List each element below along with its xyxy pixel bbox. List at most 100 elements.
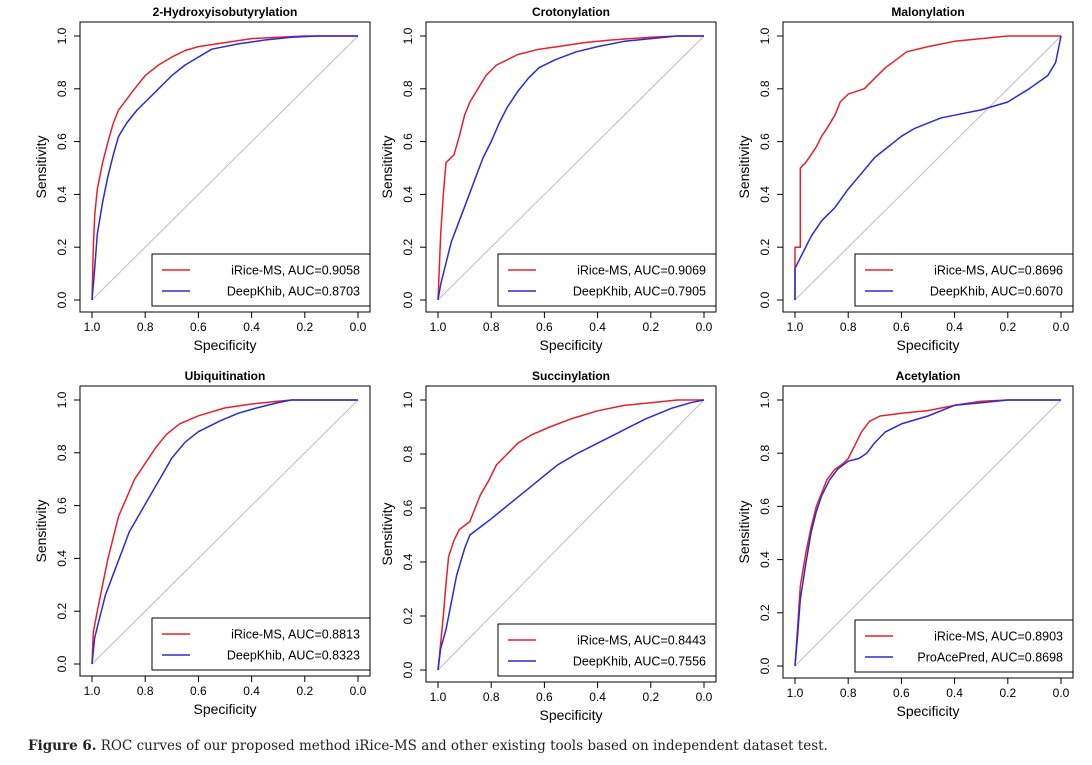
panel-title: Malonylation bbox=[891, 5, 964, 19]
x-tick-label: 0.4 bbox=[946, 320, 963, 334]
roc-curve-irice-ms bbox=[91, 35, 358, 301]
y-tick-label: 0.4 bbox=[401, 186, 415, 203]
x-tick-label: 0.8 bbox=[137, 320, 154, 334]
x-tick-label: 0.8 bbox=[840, 686, 857, 700]
legend-entry: DeepKhib, AUC=0.7905 bbox=[573, 285, 706, 299]
legend-entry: iRice-MS, AUC=0.9069 bbox=[577, 264, 706, 278]
x-tick-label: 0.2 bbox=[642, 690, 659, 704]
y-tick-label: 1.0 bbox=[758, 27, 772, 44]
roc-panel: Acetylation 1.0 0.8 0.6 0.4 0.2 0.0 0.0 0.2 0.4 0.… bbox=[736, 369, 1074, 719]
y-axis-label: Sensitivity bbox=[379, 502, 395, 565]
y-tick-label: 1.0 bbox=[401, 391, 415, 408]
legend-box bbox=[854, 253, 1074, 307]
legend-entry: iRice-MS, AUC=0.8443 bbox=[577, 634, 706, 648]
panel-title: Crotonylation bbox=[532, 5, 610, 19]
reference-diagonal bbox=[794, 399, 1062, 667]
y-tick-label: 0.8 bbox=[55, 80, 69, 97]
x-tick-label: 0.0 bbox=[696, 690, 713, 704]
roc-panel: 2-Hydroxyisobutyrylation 1.0 0.8 0.6 0.4 0.2 0… bbox=[33, 5, 371, 353]
legend-box bbox=[151, 253, 371, 307]
x-tick-label: 1.0 bbox=[787, 320, 804, 334]
legend-entry: DeepKhib, AUC=0.6070 bbox=[930, 285, 1063, 299]
y-tick-label: 0.8 bbox=[758, 80, 772, 97]
y-tick-label: 1.0 bbox=[758, 391, 772, 408]
y-tick-label: 0.4 bbox=[55, 550, 69, 567]
x-tick-label: 0.2 bbox=[296, 684, 313, 698]
reference-diagonal bbox=[437, 399, 705, 671]
roc-curve-deepkhib bbox=[91, 35, 358, 301]
roc-panel: Malonylation 1.0 0.8 0.6 0.4 0.2 0.0 0.0 0.2 0.4 0… bbox=[736, 5, 1074, 353]
roc-curve-irice-ms bbox=[437, 399, 704, 671]
y-tick-label: 0.8 bbox=[55, 444, 69, 461]
x-tick-label: 0.8 bbox=[840, 320, 857, 334]
x-axis-label: Specificity bbox=[539, 707, 602, 723]
plot-frame bbox=[782, 21, 1074, 313]
x-tick-label: 0.4 bbox=[946, 686, 963, 700]
x-tick-label: 0.0 bbox=[1053, 320, 1070, 334]
x-tick-label: 1.0 bbox=[84, 320, 101, 334]
panel-title: Succinylation bbox=[532, 369, 610, 383]
panel-title: Acetylation bbox=[896, 369, 961, 383]
roc-panel: Crotonylation 1.0 0.8 0.6 0.4 0.2 0.0 0.0 0.2 0.4… bbox=[379, 5, 717, 353]
legend-entry: DeepKhib, AUC=0.7556 bbox=[573, 655, 706, 669]
y-tick-label: 0.2 bbox=[55, 603, 69, 620]
roc-figure: 2-Hydroxyisobutyrylation 1.0 0.8 0.6 0.4 0.2 0… bbox=[33, 5, 1074, 723]
plot-frame bbox=[782, 385, 1074, 679]
roc-curve-irice-ms bbox=[437, 35, 704, 301]
y-tick-label: 0.4 bbox=[401, 553, 415, 570]
y-axis-label: Sensitivity bbox=[33, 499, 49, 562]
y-tick-label: 0.8 bbox=[758, 445, 772, 462]
legend-box bbox=[854, 619, 1074, 673]
figure-caption: Figure 6. ROC curves of our proposed met… bbox=[28, 738, 828, 754]
plot-frame bbox=[79, 385, 371, 677]
x-tick-label: 0.0 bbox=[350, 320, 367, 334]
y-tick-label: 0.0 bbox=[401, 661, 415, 678]
y-tick-label: 0.0 bbox=[55, 291, 69, 308]
legend-entry: DeepKhib, AUC=0.8323 bbox=[227, 649, 360, 663]
legend-entry: iRice-MS, AUC=0.8813 bbox=[231, 628, 360, 642]
x-tick-label: 0.6 bbox=[190, 684, 207, 698]
reference-diagonal bbox=[91, 399, 359, 665]
roc-curve-irice-ms bbox=[794, 399, 1061, 667]
y-tick-label: 0.6 bbox=[401, 499, 415, 516]
x-tick-label: 1.0 bbox=[430, 320, 447, 334]
x-tick-label: 0.6 bbox=[893, 320, 910, 334]
x-axis-label: Specificity bbox=[539, 337, 602, 353]
roc-panel: Ubiquitination 1.0 0.8 0.6 0.4 0.2 0.0 0.0 0.2 0.… bbox=[33, 369, 371, 717]
x-tick-label: 0.8 bbox=[137, 684, 154, 698]
y-tick-label: 1.0 bbox=[55, 27, 69, 44]
x-axis-label: Specificity bbox=[193, 337, 256, 353]
legend-box bbox=[497, 253, 717, 307]
y-tick-label: 0.2 bbox=[758, 239, 772, 256]
y-axis-label: Sensitivity bbox=[33, 135, 49, 198]
plot-frame bbox=[79, 21, 371, 313]
roc-curve-deepkhib bbox=[437, 399, 705, 671]
x-tick-label: 0.6 bbox=[536, 690, 553, 704]
y-axis-label: Sensitivity bbox=[736, 500, 752, 563]
reference-diagonal bbox=[91, 35, 359, 301]
x-tick-label: 0.0 bbox=[1053, 686, 1070, 700]
x-tick-label: 0.0 bbox=[696, 320, 713, 334]
x-tick-label: 0.4 bbox=[589, 690, 606, 704]
legend-entry: iRice-MS, AUC=0.9058 bbox=[231, 264, 360, 278]
caption-label: Figure 6. bbox=[28, 738, 97, 754]
x-axis-label: Specificity bbox=[193, 701, 256, 717]
x-tick-label: 0.2 bbox=[999, 686, 1016, 700]
x-tick-label: 0.6 bbox=[893, 686, 910, 700]
legend-entry: ProAcePred, AUC=0.8698 bbox=[917, 651, 1063, 665]
roc-curve-proacepred bbox=[794, 399, 1061, 667]
roc-curve-deepkhib bbox=[437, 35, 704, 301]
x-tick-label: 0.8 bbox=[483, 690, 500, 704]
x-tick-label: 1.0 bbox=[84, 684, 101, 698]
legend-entry: iRice-MS, AUC=0.8696 bbox=[934, 264, 1063, 278]
x-tick-label: 0.8 bbox=[483, 320, 500, 334]
y-tick-label: 0.0 bbox=[55, 655, 69, 672]
x-tick-label: 0.4 bbox=[589, 320, 606, 334]
plot-frame bbox=[425, 385, 717, 683]
y-tick-label: 0.2 bbox=[55, 239, 69, 256]
y-tick-label: 0.6 bbox=[401, 133, 415, 150]
reference-diagonal bbox=[437, 35, 705, 301]
y-tick-label: 0.4 bbox=[55, 186, 69, 203]
y-tick-label: 0.6 bbox=[758, 498, 772, 515]
x-tick-label: 1.0 bbox=[787, 686, 804, 700]
